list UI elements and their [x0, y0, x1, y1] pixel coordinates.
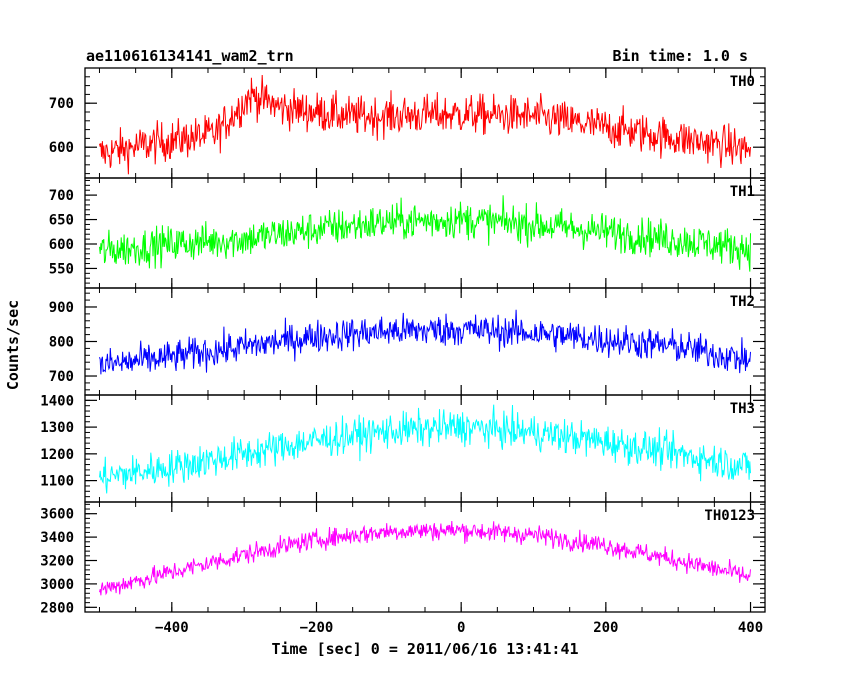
x-tick-label: 0 [457, 620, 465, 636]
panel-th0123: 2800 3000 3200 3400 3600 TH0123 [40, 501, 766, 616]
series-line-th1 [99, 195, 751, 272]
y-tick-label: 900 [49, 300, 74, 316]
x-tick-label: −200 [300, 620, 334, 636]
panel-label-th1: TH1 [730, 184, 755, 200]
y-tick-label: 700 [49, 369, 74, 385]
y-tick-label: 700 [49, 96, 74, 112]
y-tick-label: 1400 [40, 393, 74, 409]
y-tick-label: 3000 [40, 577, 74, 593]
panel-th3: 1100 1200 1300 1400 TH3 [40, 393, 766, 503]
y-tick-label: 600 [49, 237, 74, 253]
series-line-th0123 [99, 520, 751, 596]
y-tick-label: 3200 [40, 554, 74, 570]
x-tick-label: 200 [593, 620, 618, 636]
series-line-th3 [99, 404, 751, 494]
y-axis-title: Counts/sec [4, 300, 22, 390]
y-tick-label: 1200 [40, 447, 74, 463]
panel-frame [84, 501, 766, 613]
y-tick-label: 700 [49, 188, 74, 204]
y-tick-label: 550 [49, 261, 74, 277]
panel-frame [84, 287, 766, 396]
series-line-th2 [99, 309, 751, 375]
x-tick-label: 400 [738, 620, 763, 636]
x-axis: −400 −200 0 200 400 [155, 620, 763, 636]
panel-th1: 550 600 650 700 TH1 [49, 177, 766, 289]
y-tick-label: 1300 [40, 420, 74, 436]
panel-th2: 700 800 900 TH2 [49, 287, 766, 396]
x-axis-title: Time [sec] 0 = 2011/06/16 13:41:41 [271, 640, 578, 658]
panel-label-th0123: TH0123 [704, 508, 755, 524]
y-tick-label: 3600 [40, 507, 74, 523]
y-tick-label: 650 [49, 213, 74, 229]
panel-frame [84, 177, 766, 289]
x-tick-label: −400 [155, 620, 189, 636]
panel-label-th0: TH0 [730, 74, 755, 90]
panel-label-th3: TH3 [730, 401, 755, 417]
y-tick-label: 800 [49, 335, 74, 351]
series-line-th0 [99, 74, 751, 175]
y-tick-label: 2800 [40, 600, 74, 616]
panel-th0: 600 700 TH0 [49, 67, 766, 179]
panels-group: 600 700 TH0 550 600 650 700 TH1 700 800 900 TH2 1100… [40, 67, 766, 616]
y-tick-label: 600 [49, 140, 74, 156]
bin-time-label: Bin time: 1.0 s [613, 47, 748, 65]
chart-title: ae110616134141_wam2_trn [86, 47, 294, 65]
y-tick-label: 3400 [40, 530, 74, 546]
panel-label-th2: TH2 [730, 294, 755, 310]
y-tick-label: 1100 [40, 474, 74, 490]
